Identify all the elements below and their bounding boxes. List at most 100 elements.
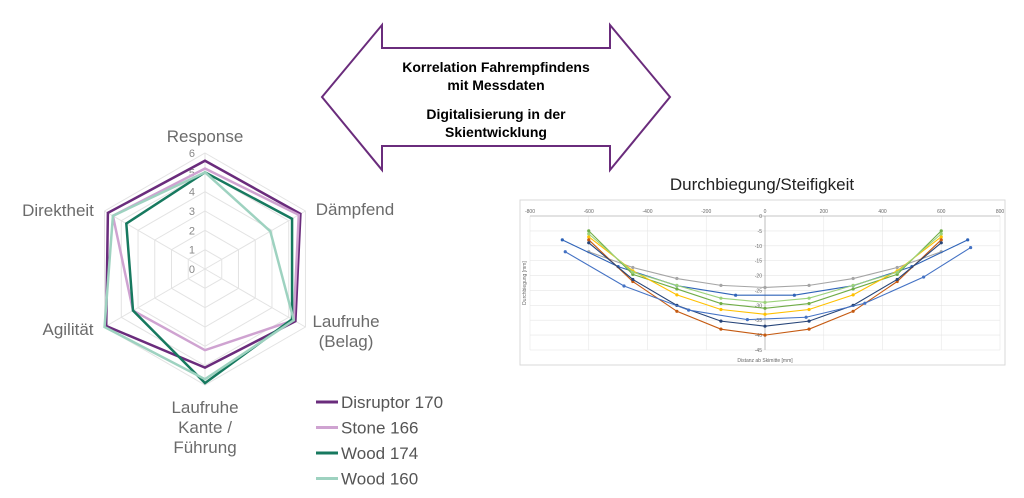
point xyxy=(966,238,970,242)
point xyxy=(895,277,899,282)
point xyxy=(560,238,564,242)
x-tick-label: -600 xyxy=(584,209,594,215)
point xyxy=(763,324,767,328)
point xyxy=(587,238,591,242)
x-tick-label: 800 xyxy=(996,209,1005,215)
point xyxy=(851,309,855,313)
spoke xyxy=(104,210,206,270)
point xyxy=(675,293,679,297)
x-tick-label: 200 xyxy=(820,209,829,215)
y-tick-label: -20 xyxy=(755,274,762,280)
axis-label: Laufruhe (Belag) xyxy=(312,312,380,351)
point xyxy=(807,296,811,300)
point xyxy=(587,241,591,245)
point xyxy=(687,308,691,312)
point xyxy=(851,283,855,287)
axis-label: Dämpfend xyxy=(315,200,395,219)
point xyxy=(792,293,796,297)
radar-line xyxy=(103,170,296,381)
radar-line xyxy=(104,159,302,369)
point xyxy=(851,276,855,281)
point xyxy=(719,283,723,287)
y-tick-label: -15 xyxy=(755,259,762,265)
point xyxy=(719,319,723,323)
point xyxy=(763,300,767,304)
point xyxy=(895,270,899,274)
point xyxy=(719,301,723,306)
y-tick-label: -5 xyxy=(758,229,763,235)
point xyxy=(587,229,591,233)
point xyxy=(675,287,679,291)
y-tick-label: -35 xyxy=(755,318,762,324)
r-tick-label: 1 xyxy=(189,245,195,257)
r-tick-label: 5 xyxy=(189,167,195,179)
r-tick-label: 6 xyxy=(189,148,195,160)
spoke xyxy=(204,268,306,328)
point xyxy=(807,307,811,312)
legend-label: Wood 160 xyxy=(341,470,418,489)
double-arrow xyxy=(320,22,672,173)
point xyxy=(763,306,767,310)
series-line xyxy=(564,247,971,321)
point xyxy=(563,250,567,254)
point xyxy=(939,238,943,242)
point xyxy=(807,319,811,323)
x-tick-label: 600 xyxy=(937,209,946,215)
axis-label: Direktheit xyxy=(22,201,94,220)
plot-frame xyxy=(519,199,1006,366)
x-tick-label: 400 xyxy=(878,209,887,215)
point xyxy=(587,232,591,236)
r-tick-label: 3 xyxy=(189,206,195,218)
point xyxy=(939,232,943,236)
radar-line xyxy=(125,170,294,385)
point xyxy=(863,301,867,305)
point xyxy=(763,333,767,337)
point xyxy=(763,285,767,290)
point xyxy=(807,283,811,287)
y-tick-label: 0 xyxy=(759,214,762,220)
r-tick-label: 4 xyxy=(189,187,195,199)
point xyxy=(922,275,926,279)
point xyxy=(745,318,749,322)
point xyxy=(969,245,973,250)
point xyxy=(631,277,635,282)
x-tick-label: -400 xyxy=(642,209,652,215)
point xyxy=(631,270,635,274)
y-tick-label: -45 xyxy=(755,348,762,354)
spoke xyxy=(104,268,206,328)
point xyxy=(804,315,808,319)
point xyxy=(622,284,626,288)
x-tick-label: -800 xyxy=(525,209,535,215)
arrow-text: Korrelation Fahrempfindens mit Messdaten xyxy=(402,59,590,93)
y-tick-label: -10 xyxy=(755,244,762,250)
point xyxy=(734,293,738,297)
y-axis-title: Durchbiegung [mm] xyxy=(522,261,528,305)
point xyxy=(851,287,855,291)
point xyxy=(675,276,679,281)
axis-label: Laufruhe Kante / Führung xyxy=(171,398,239,457)
x-tick-label: 0 xyxy=(764,209,767,215)
legend-label: Stone 166 xyxy=(341,419,419,438)
point xyxy=(719,296,723,300)
point xyxy=(587,235,591,239)
x-tick-label: -200 xyxy=(701,209,711,215)
point xyxy=(763,312,767,316)
chart-title: Durchbiegung/Steifigkeit xyxy=(670,175,855,194)
legend-label: Wood 174 xyxy=(341,444,418,463)
arrow-text: Digitalisierung in der Skientwicklung xyxy=(426,106,566,140)
point xyxy=(895,265,899,270)
point xyxy=(939,241,943,245)
point xyxy=(807,301,811,306)
spoke xyxy=(204,210,306,270)
point xyxy=(807,327,811,331)
x-axis-title: Distanz ab Skimitte [mm] xyxy=(737,358,793,364)
point xyxy=(631,265,635,270)
point xyxy=(719,307,723,312)
point xyxy=(675,309,679,313)
point xyxy=(719,327,723,331)
legend-label: Disruptor 170 xyxy=(341,393,443,412)
r-tick-label: 2 xyxy=(189,225,195,237)
r-tick-label: 0 xyxy=(189,264,195,276)
